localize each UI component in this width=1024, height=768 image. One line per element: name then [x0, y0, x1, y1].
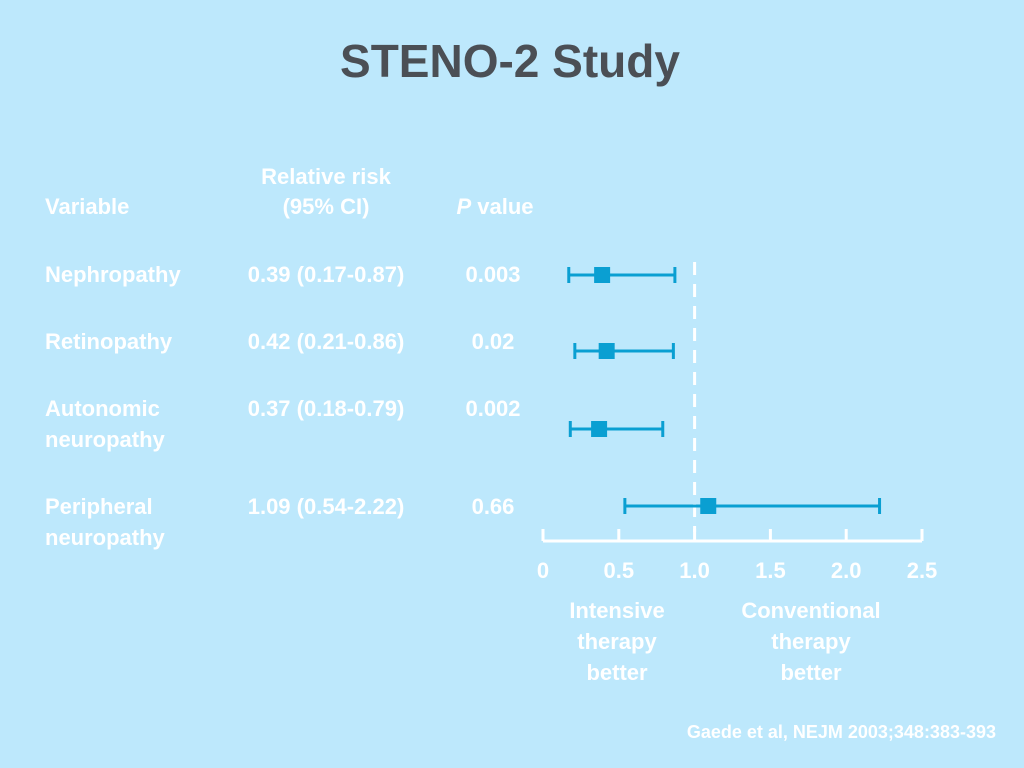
- row-variable-line: Peripheral: [45, 494, 153, 519]
- column-header-p-rest: value: [471, 194, 534, 219]
- column-header-relative-risk-line1: Relative risk: [261, 164, 391, 189]
- direction-label-line: better: [586, 660, 648, 685]
- x-axis-tick-label: 1.5: [755, 558, 786, 583]
- direction-label-line: Intensive: [569, 598, 665, 623]
- direction-label-line: Conventional: [741, 598, 881, 623]
- row-relative-risk: 0.42 (0.21-0.86): [247, 329, 405, 354]
- column-header-p-value: P value: [440, 192, 550, 222]
- row-relative-risk: 1.09 (0.54-2.22): [247, 494, 405, 519]
- point-estimate-marker: [591, 421, 608, 437]
- column-header-variable: Variable: [45, 194, 130, 219]
- row-variable: Retinopathy: [45, 326, 225, 357]
- row-variable: Autonomic neuropathy: [45, 393, 225, 455]
- row-p-value: 0.66: [471, 494, 515, 519]
- x-axis-tick-label: 2.5: [906, 558, 938, 583]
- chart-title: STENO-2 Study: [340, 35, 680, 87]
- row-variable-line: neuropathy: [45, 525, 165, 550]
- row-p-value: 0.003: [465, 262, 521, 287]
- row-p-value: 0.02: [471, 329, 515, 354]
- citation: Gaede et al, NEJM 2003;348:383-393: [686, 722, 996, 742]
- point-estimate-marker: [598, 343, 615, 359]
- direction-label-conventional: Conventional therapy better: [712, 595, 910, 688]
- column-header-relative-risk: Relative risk (95% CI): [226, 162, 426, 222]
- direction-label-line: better: [780, 660, 842, 685]
- column-header-relative-risk-line2: (95% CI): [282, 194, 370, 219]
- row-variable-line: Retinopathy: [45, 329, 173, 354]
- column-header-p-italic: P: [456, 194, 472, 219]
- row-variable-line: neuropathy: [45, 427, 165, 452]
- row-variable-line: Autonomic: [45, 396, 160, 421]
- row-variable: Peripheral neuropathy: [45, 491, 225, 553]
- row-relative-risk: 0.39 (0.17-0.87): [247, 262, 405, 287]
- direction-label-intensive: Intensive therapy better: [543, 595, 691, 688]
- row-variable: Nephropathy: [45, 259, 225, 290]
- row-relative-risk: 0.37 (0.18-0.79): [247, 396, 405, 421]
- x-axis-tick-label: 0.5: [603, 558, 635, 583]
- x-axis-tick-label: 2.0: [830, 558, 862, 583]
- point-estimate-marker: [700, 498, 717, 514]
- row-p-value: 0.002: [465, 396, 521, 421]
- x-axis-tick-label: 0: [536, 558, 550, 583]
- row-variable-line: Nephropathy: [45, 262, 181, 287]
- direction-label-line: therapy: [577, 629, 657, 654]
- point-estimate-marker: [594, 267, 611, 283]
- x-axis-tick-label: 1.0: [679, 558, 710, 583]
- direction-label-line: therapy: [771, 629, 851, 654]
